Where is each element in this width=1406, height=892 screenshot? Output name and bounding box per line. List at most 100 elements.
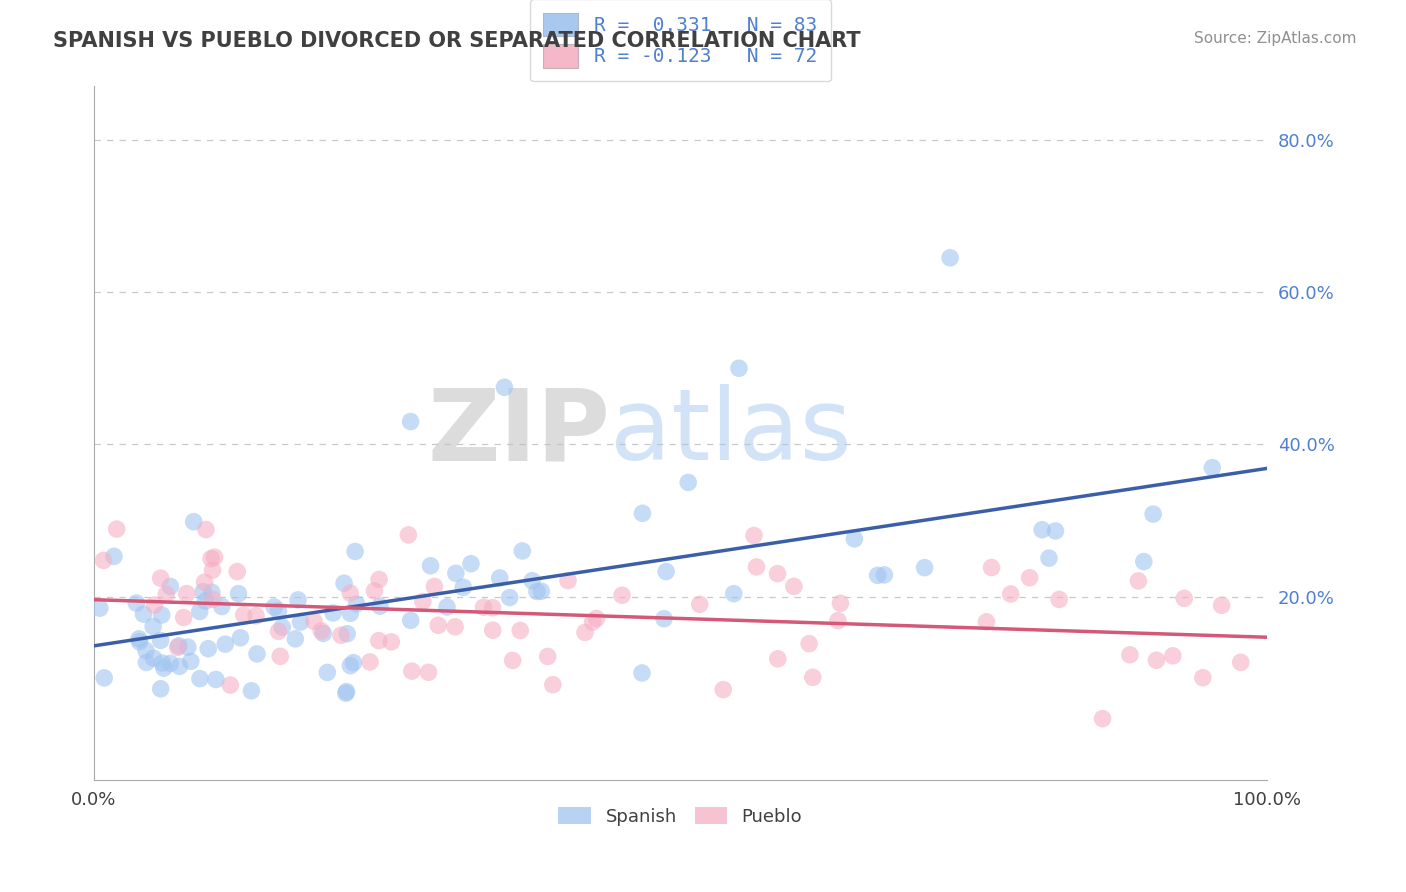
Point (526, 584, 548, 599)
Point (194, 594, 217, 608)
Point (267, 604, 290, 618)
Point (205, 673, 228, 687)
Point (159, 579, 181, 593)
Point (229, 631, 252, 645)
Point (232, 607, 254, 622)
Point (976, 615, 998, 629)
Text: Source: ZipAtlas.com: Source: ZipAtlas.com (1194, 31, 1357, 46)
Point (246, 647, 269, 661)
Point (228, 587, 250, 601)
Point (766, 652, 789, 666)
Point (188, 604, 211, 618)
Point (844, 532, 866, 546)
Point (159, 657, 181, 671)
Point (125, 596, 148, 610)
Point (128, 632, 150, 646)
Point (1142, 507, 1164, 521)
Point (339, 586, 361, 600)
Point (201, 563, 224, 577)
Point (723, 587, 745, 601)
Point (396, 528, 419, 542)
Point (557, 574, 579, 588)
Point (195, 523, 218, 537)
Text: atlas: atlas (610, 384, 852, 482)
Point (1229, 656, 1251, 670)
Point (344, 544, 367, 558)
Point (460, 557, 482, 571)
Point (689, 598, 711, 612)
Point (263, 600, 285, 615)
Point (153, 661, 176, 675)
Point (245, 608, 267, 623)
Point (240, 683, 263, 698)
Point (427, 618, 450, 632)
Point (339, 658, 361, 673)
Point (93, 671, 115, 685)
Point (271, 620, 294, 634)
Point (316, 665, 339, 680)
Point (368, 573, 391, 587)
Point (1211, 599, 1233, 613)
Point (499, 591, 522, 605)
Point (541, 678, 564, 692)
Point (177, 640, 200, 654)
Point (204, 550, 226, 565)
Point (180, 654, 202, 668)
Point (412, 594, 434, 608)
Point (444, 566, 467, 581)
Point (510, 544, 533, 558)
Point (93, 553, 115, 567)
Point (330, 628, 353, 642)
Point (346, 597, 368, 611)
Point (149, 633, 172, 648)
Point (494, 380, 516, 394)
Point (284, 632, 307, 646)
Point (363, 583, 385, 598)
Point (1128, 574, 1150, 588)
Point (197, 641, 219, 656)
Point (150, 607, 173, 622)
Point (520, 574, 543, 588)
Point (336, 626, 359, 640)
Point (728, 361, 751, 376)
Point (419, 558, 441, 573)
Point (830, 596, 852, 610)
Point (142, 619, 165, 633)
Point (103, 549, 125, 564)
Point (502, 653, 524, 667)
Point (581, 615, 603, 629)
Point (436, 599, 458, 614)
Point (745, 560, 768, 574)
Point (652, 612, 675, 626)
Point (537, 649, 560, 664)
Point (359, 655, 381, 669)
Point (309, 624, 332, 638)
Point (610, 588, 633, 602)
Point (574, 625, 596, 640)
Point (481, 600, 503, 615)
Point (335, 684, 357, 698)
Point (287, 593, 309, 607)
Point (342, 656, 364, 670)
Point (1161, 648, 1184, 663)
Point (1133, 555, 1156, 569)
Point (135, 656, 157, 670)
Point (143, 598, 166, 612)
Point (290, 615, 312, 629)
Point (1031, 523, 1053, 537)
Point (444, 620, 467, 634)
Point (132, 607, 155, 621)
Point (509, 624, 531, 638)
Point (766, 566, 789, 581)
Point (530, 584, 553, 599)
Point (135, 643, 157, 657)
Point (488, 571, 510, 585)
Point (201, 592, 224, 607)
Point (742, 528, 765, 542)
Point (827, 614, 849, 628)
Point (401, 664, 423, 678)
Point (169, 659, 191, 673)
Point (711, 682, 734, 697)
Point (655, 565, 678, 579)
Point (200, 551, 222, 566)
